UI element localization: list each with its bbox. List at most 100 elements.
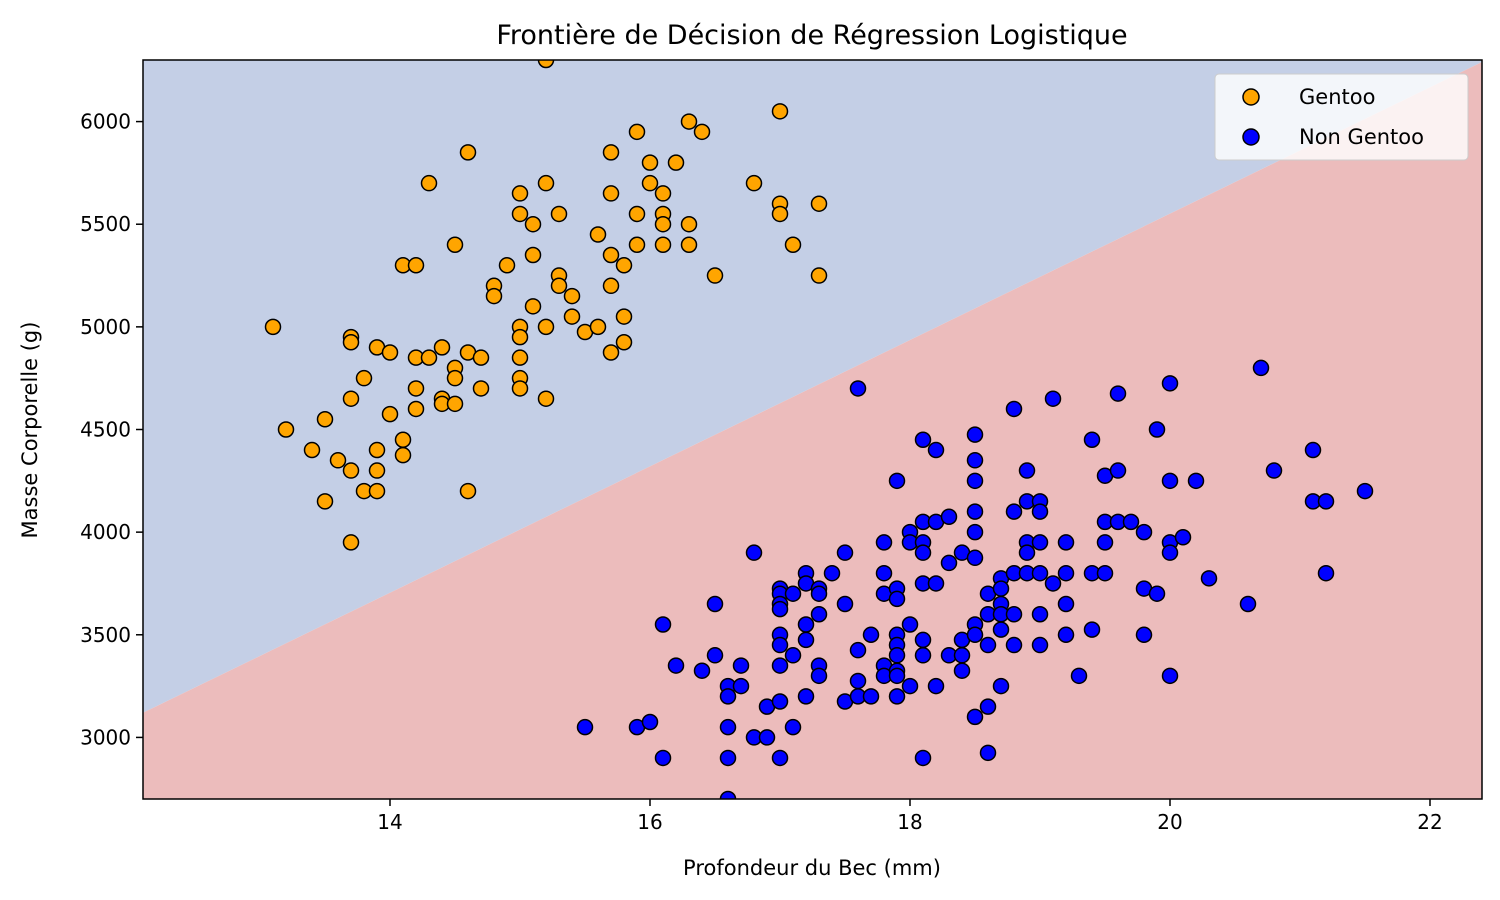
gentoo-point xyxy=(615,308,633,325)
x-tick-label: 22 xyxy=(1417,810,1442,834)
non-gentoo-point xyxy=(1057,626,1075,644)
gentoo-point xyxy=(810,267,828,284)
non-gentoo-point xyxy=(1239,595,1257,613)
non-gentoo-point xyxy=(719,688,737,705)
gentoo-point xyxy=(394,446,412,464)
gentoo-point xyxy=(784,236,802,253)
gentoo-point xyxy=(706,267,724,284)
gentoo-point xyxy=(550,205,568,223)
non-gentoo-point xyxy=(1005,400,1023,418)
gentoo-point xyxy=(368,441,386,459)
non-gentoo-point xyxy=(862,688,880,705)
gentoo-point xyxy=(316,410,334,428)
non-gentoo-point xyxy=(901,677,919,695)
gentoo-point xyxy=(407,400,425,418)
gentoo-point xyxy=(446,369,464,387)
gentoo-point xyxy=(511,380,529,397)
gentoo-point xyxy=(615,257,633,274)
non-gentoo-point xyxy=(836,544,854,561)
y-axis-label: Masse Corporelle (g) xyxy=(18,322,42,539)
gentoo-point xyxy=(511,205,529,223)
non-gentoo-point xyxy=(1317,493,1335,510)
non-gentoo-point xyxy=(693,662,711,679)
non-gentoo-point xyxy=(849,672,867,690)
legend-marker-gentoo xyxy=(1242,88,1260,106)
non-gentoo-point xyxy=(1265,462,1283,479)
non-gentoo-point xyxy=(576,718,594,736)
gentoo-point xyxy=(511,349,529,366)
gentoo-point xyxy=(641,174,659,192)
gentoo-point xyxy=(342,334,360,351)
y-tick-label: 4000 xyxy=(80,520,131,544)
non-gentoo-point xyxy=(888,667,906,685)
non-gentoo-point xyxy=(1083,431,1101,449)
non-gentoo-point xyxy=(706,595,724,613)
non-gentoo-point xyxy=(966,549,984,567)
non-gentoo-point xyxy=(888,688,906,705)
gentoo-point xyxy=(355,369,373,387)
y-axis: 3000 3500 4000 4500 5000 5500 6000 xyxy=(80,110,143,749)
non-gentoo-point xyxy=(654,616,672,633)
gentoo-point xyxy=(667,154,685,171)
gentoo-point xyxy=(472,349,490,366)
non-gentoo-point xyxy=(914,631,932,649)
gentoo-point xyxy=(628,236,646,253)
legend: Gentoo Non Gentoo xyxy=(1214,73,1469,161)
non-gentoo-point xyxy=(849,641,867,659)
non-gentoo-point xyxy=(1018,462,1036,479)
gentoo-point xyxy=(446,395,464,413)
non-gentoo-point xyxy=(1174,529,1192,546)
gentoo-decision-region xyxy=(143,60,1482,713)
gentoo-point xyxy=(602,344,620,361)
non-gentoo-point xyxy=(1148,585,1166,602)
non-gentoo-point xyxy=(966,472,984,490)
gentoo-point xyxy=(524,298,542,315)
non-gentoo-point xyxy=(823,564,841,582)
non-gentoo-point xyxy=(914,544,932,561)
non-gentoo-point xyxy=(914,431,932,449)
gentoo-point xyxy=(459,482,477,500)
gentoo-point xyxy=(407,257,425,274)
x-tick-label: 16 xyxy=(637,810,662,834)
gentoo-point xyxy=(381,405,399,423)
non-gentoo-point xyxy=(1096,534,1114,551)
gentoo-point xyxy=(602,144,620,161)
non-gentoo-point xyxy=(979,698,997,715)
non-gentoo-point xyxy=(1031,606,1049,623)
non-gentoo-point xyxy=(1161,375,1179,392)
non-gentoo-point xyxy=(953,662,971,679)
gentoo-point xyxy=(745,174,763,192)
x-axis-label: Profondeur du Bec (mm) xyxy=(683,856,941,880)
non-gentoo-point xyxy=(797,616,815,633)
non-gentoo-point xyxy=(797,688,815,705)
chart-title: Frontière de Décision de Régression Logi… xyxy=(496,20,1127,51)
non-gentoo-point xyxy=(1057,595,1075,613)
non-gentoo-point xyxy=(771,657,789,674)
gentoo-point xyxy=(316,493,334,510)
non-gentoo-point xyxy=(732,677,750,695)
non-gentoo-point xyxy=(1135,523,1153,541)
non-gentoo-point xyxy=(888,472,906,490)
gentoo-point xyxy=(420,349,438,366)
gentoo-point xyxy=(472,380,490,397)
non-gentoo-point xyxy=(810,667,828,685)
gentoo-point xyxy=(680,113,698,130)
non-gentoo-point xyxy=(1109,462,1127,479)
non-gentoo-point xyxy=(849,380,867,397)
non-gentoo-point xyxy=(719,718,737,736)
gentoo-point xyxy=(511,185,529,202)
gentoo-point xyxy=(810,195,828,212)
non-gentoo-point xyxy=(1122,513,1140,531)
non-gentoo-point xyxy=(810,606,828,623)
x-tick-label: 18 xyxy=(897,810,922,834)
gentoo-point xyxy=(485,287,503,305)
non-gentoo-point xyxy=(1135,626,1153,644)
non-gentoo-point xyxy=(784,647,802,664)
gentoo-point xyxy=(654,236,672,253)
y-tick-label: 5000 xyxy=(80,315,131,339)
non-gentoo-point xyxy=(784,718,802,736)
gentoo-point xyxy=(277,421,295,438)
gentoo-point xyxy=(381,344,399,361)
legend-label-non-gentoo: Non Gentoo xyxy=(1299,125,1424,149)
non-gentoo-point xyxy=(953,647,971,664)
